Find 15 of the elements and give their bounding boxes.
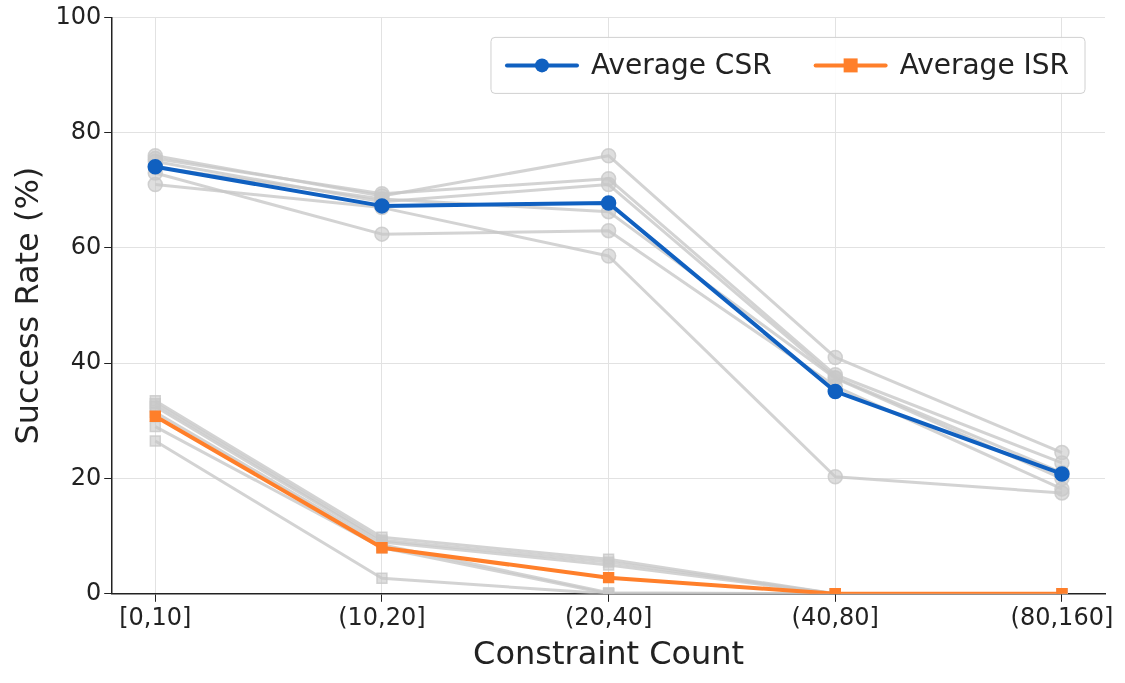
x-tick-label: [0,10] — [119, 603, 192, 632]
y-tick-label: 0 — [85, 578, 102, 607]
x-axis-title: Constraint Count — [473, 634, 745, 673]
y-tick-label: 20 — [70, 462, 102, 491]
y-tick-label: 40 — [70, 347, 102, 376]
x-tick-label: (20,40] — [564, 603, 653, 632]
legend-label: Average ISR — [899, 47, 1070, 81]
x-tick-label: (10,20] — [338, 603, 426, 632]
x-tick-label: (40,80] — [791, 603, 879, 632]
y-tick-label: 100 — [55, 1, 102, 30]
y-tick-label: 60 — [70, 232, 102, 261]
legend-label: Average CSR — [590, 47, 772, 81]
y-tick-label: 80 — [70, 116, 102, 145]
x-tick-label: (80,160] — [1010, 603, 1114, 632]
y-axis-title: Success Rate (%) — [7, 166, 46, 445]
